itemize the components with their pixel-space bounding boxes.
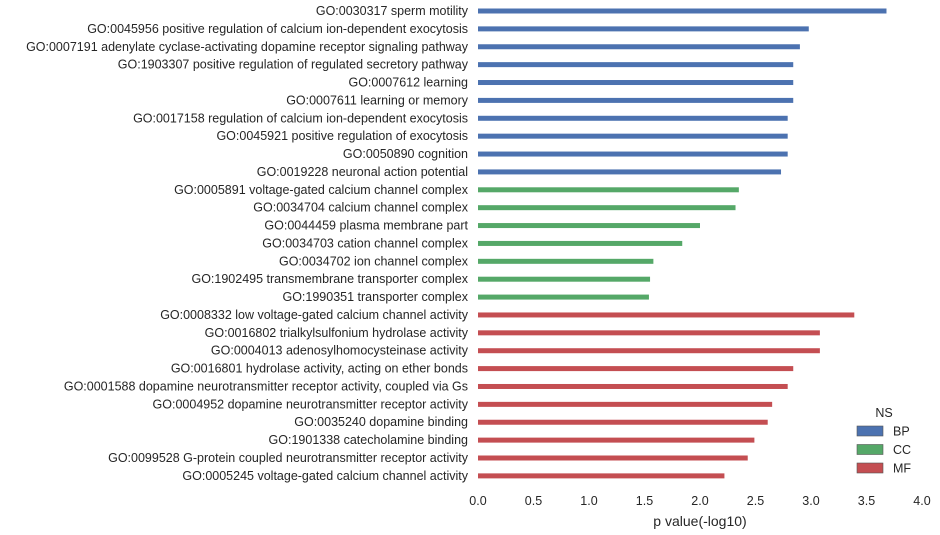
category-labels-group: GO:0030317 sperm motility GO:0045956 posi…	[26, 4, 469, 483]
category-label-2: GO:0045956 positive regulation of calciu…	[87, 22, 468, 36]
category-label-20: GO:0004013 adenosylhomocysteinase activi…	[211, 344, 469, 358]
bar-17	[478, 294, 649, 300]
category-label-17: GO:1990351 transporter complex	[282, 290, 468, 304]
x-tick-label-2: 0.5	[525, 494, 542, 508]
category-label-7: GO:0017158 regulation of calcium ion-dep…	[133, 111, 468, 125]
category-label-12: GO:0034704 calcium channel complex	[253, 201, 468, 215]
category-label-6: GO:0007611 learning or memory	[286, 93, 469, 107]
bar-4	[478, 62, 794, 68]
category-label-11: GO:0005891 voltage-gated calcium channel…	[174, 183, 469, 197]
legend-title: NS	[875, 406, 892, 420]
bar-9	[478, 151, 788, 157]
bar-13	[478, 223, 700, 229]
category-label-3: GO:0007191 adenylate cyclase-activating …	[26, 40, 469, 54]
bar-3	[478, 44, 800, 50]
category-label-14: GO:0034703 cation channel complex	[262, 236, 468, 250]
category-label-4: GO:1903307 positive regulation of regula…	[118, 58, 469, 72]
bar-26	[478, 455, 748, 461]
bar-21	[478, 366, 794, 372]
x-tick-label-4: 1.5	[636, 494, 653, 508]
legend-label-bp: BP	[893, 425, 910, 439]
bar-10	[478, 169, 782, 175]
category-label-15: GO:0034702 ion channel complex	[279, 254, 469, 268]
bar-18	[478, 312, 855, 318]
bar-20	[478, 348, 820, 354]
legend-label-cc: CC	[893, 443, 911, 457]
bar-6	[478, 97, 794, 103]
bar-1	[478, 8, 887, 14]
bars-group	[478, 8, 887, 479]
bar-22	[478, 383, 788, 389]
bar-14	[478, 240, 683, 246]
category-label-1: GO:0030317 sperm motility	[316, 4, 469, 18]
bar-7	[478, 115, 788, 121]
x-tick-label-8: 3.5	[858, 494, 875, 508]
bar-12	[478, 205, 736, 211]
bar-23	[478, 401, 773, 407]
bar-2	[478, 26, 809, 32]
x-axis-label: p value(-log10)	[653, 513, 746, 529]
x-tick-label-1: 0.0	[469, 494, 486, 508]
category-label-9: GO:0050890 cognition	[343, 147, 468, 161]
bar-19	[478, 330, 820, 336]
category-label-22: GO:0001588 dopamine neurotransmitter rec…	[64, 379, 468, 393]
category-label-23: GO:0004952 dopamine neurotransmitter rec…	[153, 397, 469, 411]
category-label-26: GO:0099528 G-protein coupled neurotransm…	[108, 451, 469, 465]
legend-swatch-cc	[856, 444, 884, 455]
bar-27	[478, 473, 725, 479]
category-label-5: GO:0007612 learning	[348, 76, 468, 90]
category-label-18: GO:0008332 low voltage-gated calcium cha…	[160, 308, 469, 322]
category-label-13: GO:0044459 plasma membrane part	[264, 219, 468, 233]
category-label-25: GO:1901338 catecholamine binding	[269, 433, 468, 447]
bar-16	[478, 276, 651, 282]
category-label-16: GO:1902495 transmembrane transporter com…	[191, 272, 468, 286]
x-tick-labels-group: 0.0 0.5 1.0 1.5 2.0 2.5 3.0 3.5 4.0	[469, 494, 930, 508]
legend-swatch-mf	[856, 462, 884, 474]
category-label-21: GO:0016801 hydrolase activity, acting on…	[171, 362, 468, 376]
bar-24	[478, 419, 768, 425]
legend-label-mf: MF	[893, 462, 911, 476]
x-tick-label-7: 3.0	[802, 494, 819, 508]
bar-8	[478, 133, 788, 139]
category-label-27: GO:0005245 voltage-gated calcium channel…	[182, 469, 468, 483]
bar-25	[478, 437, 755, 443]
category-label-8: GO:0045921 positive regulation of exocyt…	[216, 129, 468, 143]
legend-swatch-bp	[856, 425, 884, 437]
x-tick-label-5: 2.0	[691, 494, 708, 508]
x-tick-label-9: 4.0	[913, 494, 930, 508]
legend: NS BP CC MF	[856, 406, 911, 476]
category-label-19: GO:0016802 trialkylsulfonium hydrolase a…	[205, 326, 469, 340]
bar-11	[478, 187, 739, 193]
x-tick-label-6: 2.5	[747, 494, 764, 508]
category-label-10: GO:0019228 neuronal action potential	[257, 165, 468, 179]
category-label-24: GO:0035240 dopamine binding	[294, 415, 468, 429]
bar-15	[478, 258, 654, 264]
x-tick-label-3: 1.0	[580, 494, 597, 508]
bar-5	[478, 80, 794, 86]
